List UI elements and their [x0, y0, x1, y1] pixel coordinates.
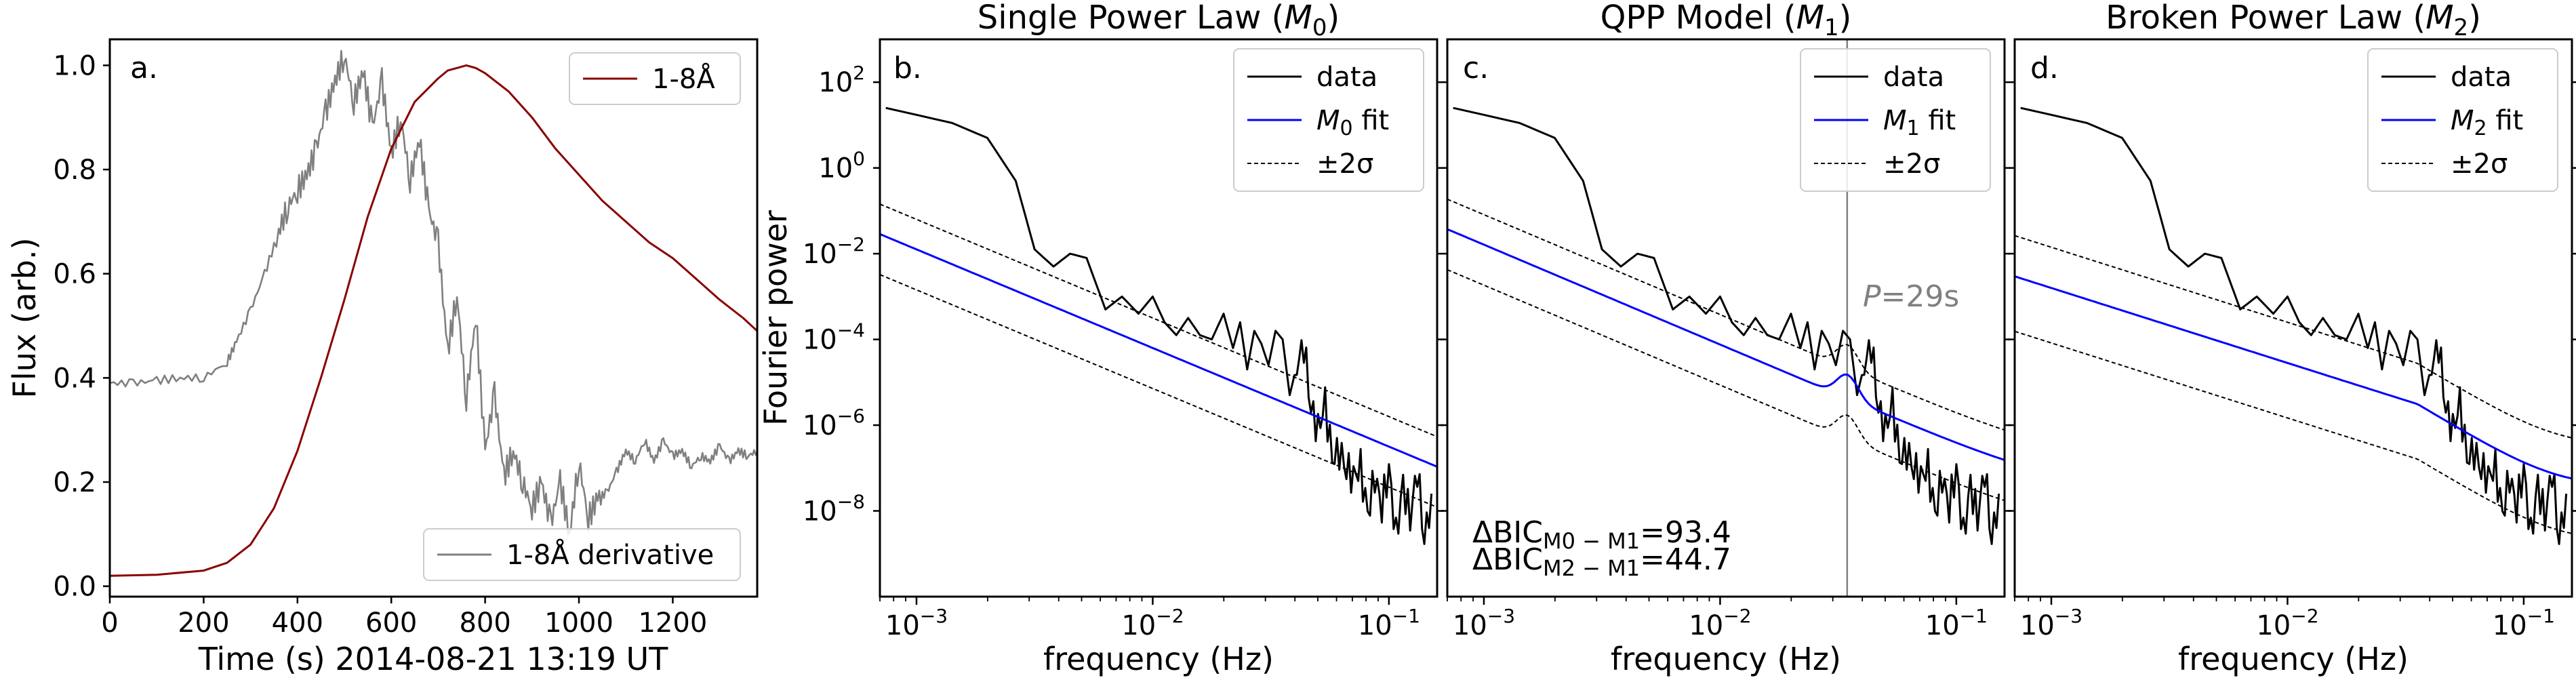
panel-b-letter: b.: [893, 51, 922, 85]
panel-c-ticks: 10−3 10−2 10−1: [1441, 81, 2011, 641]
fit-line: [2015, 275, 2572, 480]
y-tick-label: 0.4: [53, 363, 96, 394]
y-tick-label: 10−4: [803, 319, 865, 356]
x-tick-label: 400: [272, 607, 323, 639]
band-lower: [2015, 330, 2572, 534]
panel-b-frame: [879, 38, 1438, 598]
title-sub: 0: [1312, 14, 1327, 41]
legend-data-label: data: [1883, 62, 1944, 93]
panel-b-series: [880, 106, 1437, 545]
title-main: Single Power Law (: [978, 0, 1285, 37]
legend-band-label: ±2σ: [1316, 148, 1373, 180]
legend-flux-label: 1-8Å: [652, 62, 715, 95]
panel-a-ticks: 0 200 400 600 800 1000 1200 0.0 0.2 0.4 0.6 0.8 1.0: [53, 50, 707, 639]
legend-band-label: ±2σ: [2451, 148, 2508, 180]
bic-annotation-m0-m1: ΔBICM0 − M1=93.4: [1472, 515, 1731, 554]
legend-box: [1800, 48, 1991, 192]
derivative-line: [109, 49, 759, 536]
x-tick-label: 10−3: [1453, 605, 1515, 641]
panel-b-plot-area: [880, 106, 1437, 545]
x-tick-label: 10−3: [885, 605, 948, 641]
data-line: [1453, 106, 2000, 545]
y-tick-label: 10−6: [803, 405, 865, 441]
y-tick-label: 0.2: [53, 467, 96, 498]
legend-fit-label: M2 fit: [2451, 105, 2523, 140]
panel-d-plot-area: [2015, 106, 2572, 545]
y-tick-label: 0.6: [53, 259, 96, 290]
panel-d: 10−3 10−2 10−1 Broken Power Law (M2) d. da…: [2008, 0, 2576, 677]
legend-data-label: data: [2451, 62, 2512, 93]
panel-a: 0 200 400 600 800 1000 12000.00.20.40.60.81.0 …: [6, 38, 759, 677]
y-tick-label: 10−2: [803, 233, 865, 270]
legend-derivative-label: 1-8Å derivative: [506, 538, 714, 571]
panel-d-series: [2015, 106, 2572, 545]
panel-a-plot-area: [109, 49, 759, 577]
x-tick-label: 10−2: [2256, 605, 2318, 641]
x-tick-label: 200: [178, 607, 229, 639]
panel-a-legend-top: 1-8Å: [569, 52, 741, 105]
band-upper: [2015, 235, 2572, 439]
fit-line: [1447, 228, 2005, 461]
y-tick-label: 0.0: [53, 572, 96, 603]
panel-d-legend: data M2 fit ±2σ: [2367, 48, 2558, 192]
panel-b-xlabel: frequency (Hz): [1043, 641, 1274, 677]
panel-b: 10−3 10−2 10−1 10−8 10−6 10−4 10−2 100 102 Singl…: [757, 0, 1444, 677]
x-tick-label: 10−2: [1121, 605, 1184, 641]
panel-d-ticks: 10−3 10−2 10−1: [2008, 81, 2576, 641]
y-tick-label: 0.8: [53, 155, 96, 186]
y-tick-label: 1.0: [53, 50, 96, 81]
panel-a-frame: [108, 38, 759, 598]
data-line: [2020, 106, 2568, 545]
band-upper: [880, 203, 1437, 438]
legend-box: [1233, 48, 1424, 192]
panel-d-xlabel: frequency (Hz): [2178, 641, 2409, 677]
flux-line: [109, 64, 759, 577]
panel-b-ylabel: Fourier power: [757, 210, 794, 426]
panel-a-xlabel: Time (s) 2014-08-21 13:19 UT: [198, 641, 668, 677]
panel-d-letter: d.: [2030, 51, 2059, 85]
band-upper: [1447, 198, 2005, 431]
panel-c: 10−3 10−2 10−1 QPP Model (M1) c. data M1 f…: [1441, 0, 2011, 677]
legend-data-label: data: [1316, 62, 1377, 93]
fit-line: [880, 233, 1437, 468]
x-tick-label: 10−1: [1925, 605, 1988, 641]
panel-b-ticks: 10−3 10−2 10−1 10−8 10−6 10−4 10−2 100 102: [803, 62, 1444, 641]
x-tick-label: 10−1: [2493, 605, 2555, 641]
panel-d-frame: [2013, 38, 2573, 598]
x-tick-label: 10−1: [1358, 605, 1420, 641]
panel-b-title: Single Power Law (M0): [978, 0, 1340, 41]
panel-c-title: QPP Model (M1): [1601, 0, 1852, 41]
panel-a-letter: a.: [130, 51, 158, 85]
y-tick-label: 102: [818, 62, 865, 98]
bic-annotation-m2-m1: ΔBICM2 − M1=44.7: [1472, 542, 1731, 581]
legend-fit-label: M1 fit: [1883, 105, 1956, 140]
panel-b-legend: data M0 fit ±2σ: [1233, 48, 1424, 192]
panel-c-xlabel: frequency (Hz): [1611, 641, 1841, 677]
panel-a-legend-bottom: 1-8Å derivative: [423, 528, 741, 581]
period-annotation: P=29s: [1863, 279, 1959, 314]
panel-c-legend: data M1 fit ±2σ: [1800, 48, 1991, 192]
panel-c-letter: c.: [1463, 51, 1489, 85]
x-tick-label: 800: [459, 607, 510, 639]
panel-c-frame: [1446, 38, 2006, 598]
x-tick-label: 1000: [544, 607, 613, 639]
legend-fit-label: M0 fit: [1316, 105, 1389, 140]
panel-a-ylabel: Flux (arb.): [6, 237, 43, 398]
y-tick-label: 100: [818, 148, 865, 184]
panel-d-title: Broken Power Law (M2): [2106, 0, 2481, 41]
x-tick-label: 1200: [639, 607, 708, 639]
x-tick-label: 600: [365, 607, 417, 639]
x-tick-label: 0: [101, 607, 118, 639]
data-line: [885, 106, 1433, 545]
x-tick-label: 10−2: [1689, 605, 1751, 641]
y-tick-label: 10−8: [803, 491, 865, 527]
title-close: ): [1327, 0, 1340, 37]
legend-box: [569, 52, 741, 105]
legend-band-label: ±2σ: [1883, 148, 1940, 180]
legend-box: [423, 528, 741, 581]
x-tick-label: 10−3: [2020, 605, 2082, 641]
title-model: M: [1284, 0, 1312, 37]
legend-box: [2367, 48, 2558, 192]
